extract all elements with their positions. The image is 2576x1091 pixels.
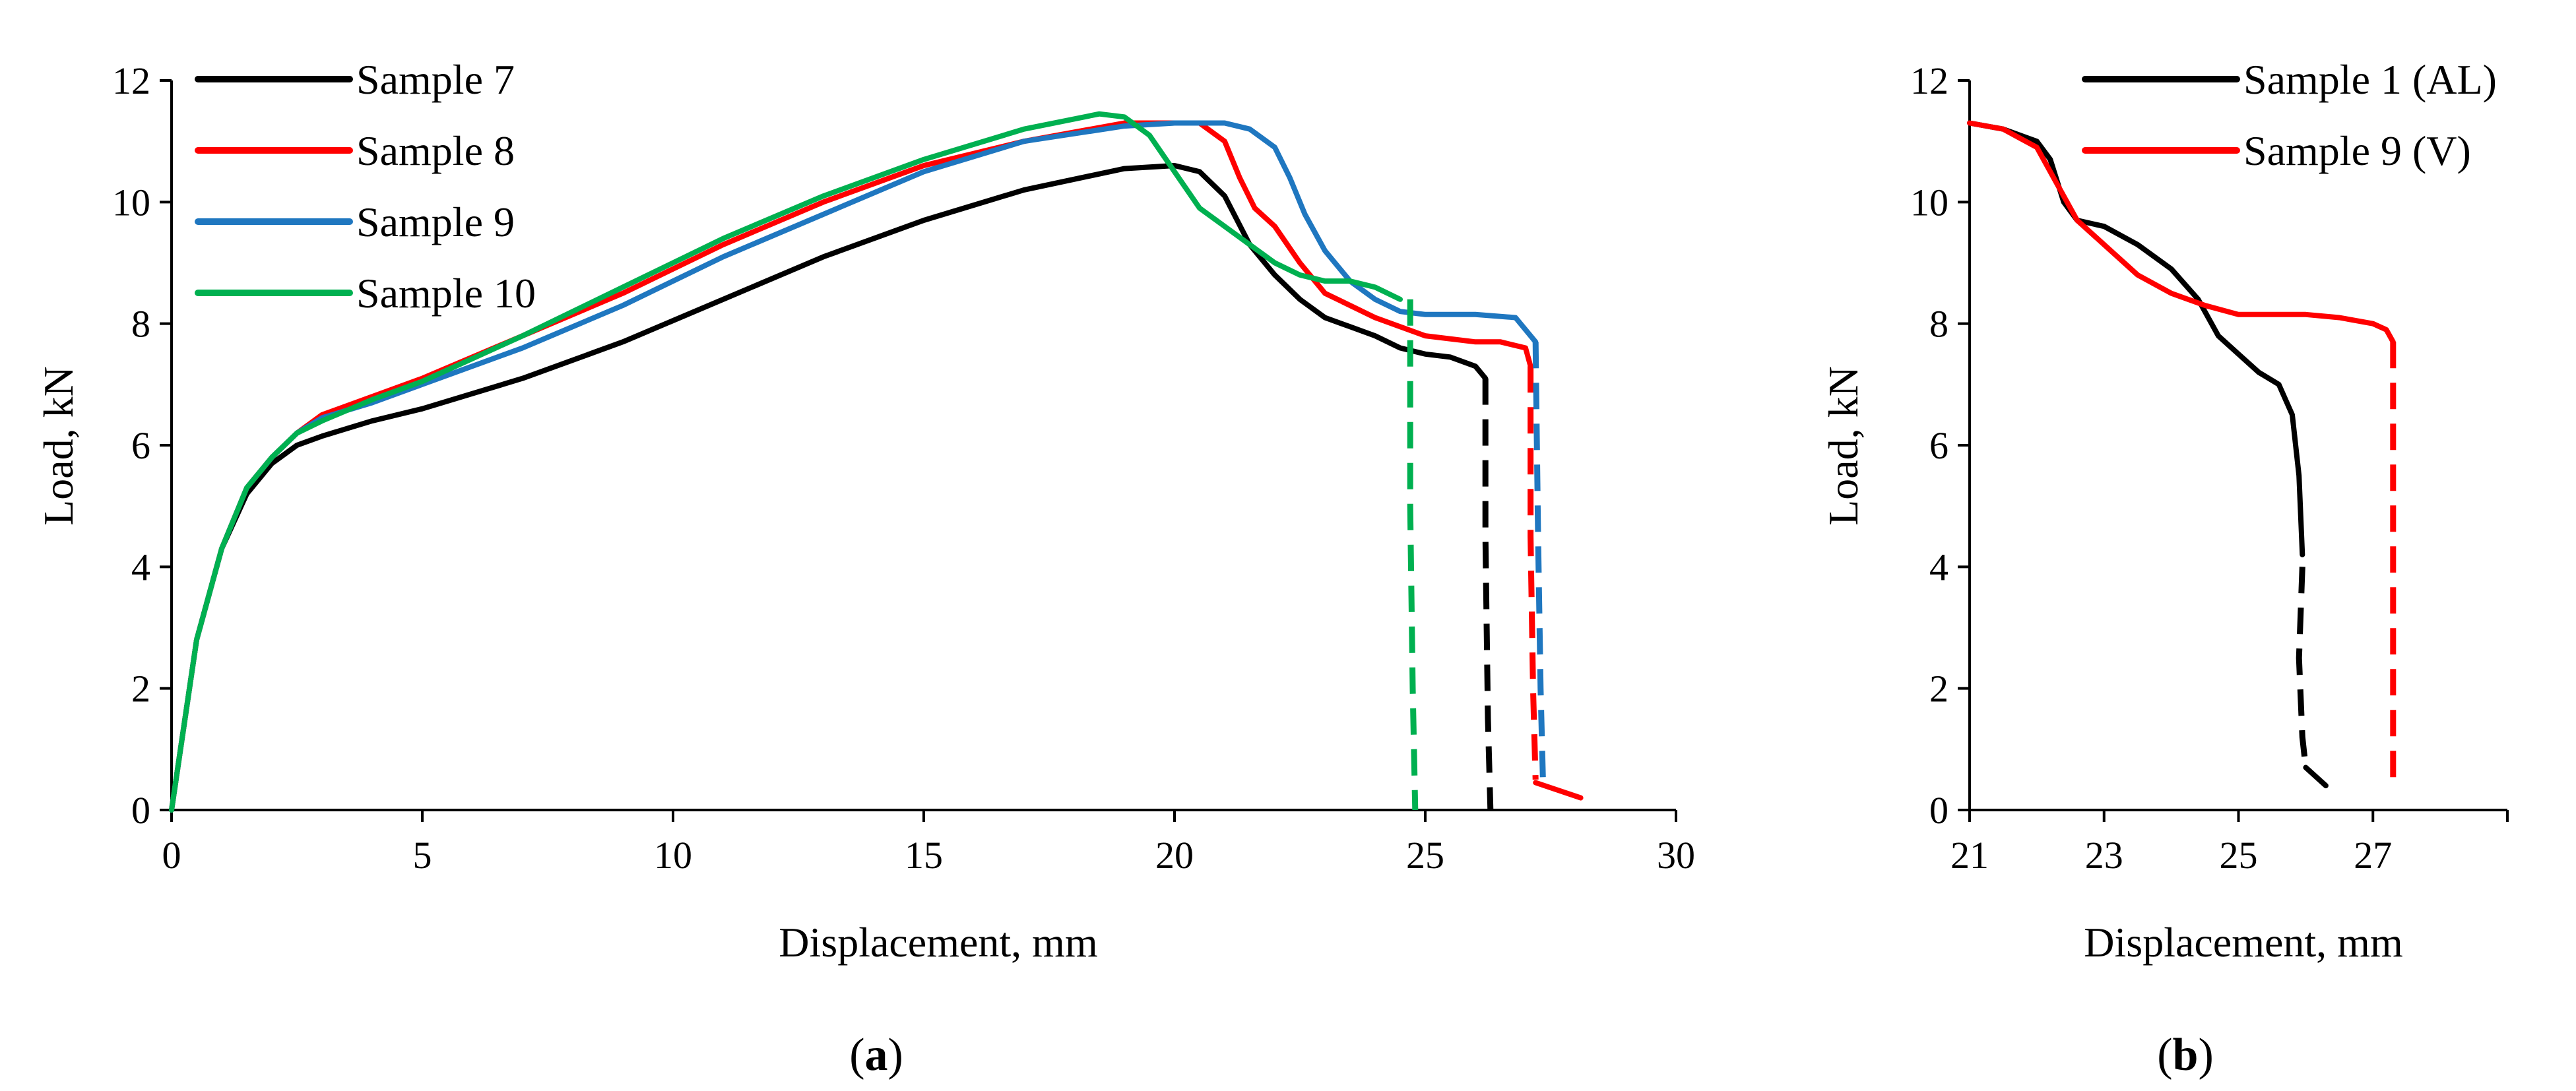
y-tick-label: 6 [131, 424, 150, 467]
y-tick-label: 2 [131, 668, 150, 710]
panel-b-series [1967, 120, 2397, 792]
y-tick-label: 8 [131, 303, 150, 346]
legend-label-sample-9: Sample 9 [356, 199, 515, 245]
panel-a-y-axis-label: Load, kN [35, 366, 82, 526]
y-tick-label: 10 [112, 181, 150, 224]
panel-b-legend: Sample 1 (AL) Sample 9 (V) [2082, 56, 2497, 174]
series-tail-sample-1-al [2303, 764, 2329, 789]
y-tick-label: 12 [1910, 59, 1948, 102]
panel-b-y-axis-label: Load, kN [1820, 366, 1867, 526]
series-failure-dashed-sample-7 [1482, 378, 1494, 811]
series-line-sample-9-v [1967, 120, 2396, 345]
series-failure-dashed-sample-10 [1407, 299, 1419, 811]
x-tick-label: 15 [905, 834, 943, 877]
y-tick-label: 2 [1929, 668, 1948, 710]
legend-label-sample-7: Sample 7 [356, 56, 515, 103]
panel-b-y-ticks: 0 2 4 6 8 10 12 [1910, 59, 1970, 832]
series-failure-dashed-sample-1-al [2296, 567, 2309, 768]
panel-a-series [169, 111, 1584, 813]
panel-b-caption-letter: b [2173, 1030, 2199, 1080]
y-tick-label: 4 [1929, 546, 1948, 588]
panel-b-caption: (b) [2157, 1030, 2214, 1080]
series-failure-dashed-sample-9 [1532, 342, 1547, 786]
legend-label-sample-1-al: Sample 1 (AL) [2243, 56, 2497, 103]
panel-a-caption: (a) [849, 1030, 903, 1080]
x-tick-label: 25 [2220, 834, 2258, 877]
panel-a-x-axis-label: Displacement, mm [779, 919, 1097, 966]
panel-a-caption-letter: a [865, 1030, 888, 1080]
y-tick-label: 0 [131, 789, 150, 832]
series-line-sample-10 [169, 111, 1403, 813]
x-tick-label: 0 [162, 834, 181, 877]
x-tick-label: 5 [413, 834, 432, 877]
x-tick-label: 23 [2085, 834, 2123, 877]
x-tick-label: 25 [1406, 834, 1444, 877]
y-tick-label: 4 [131, 546, 150, 588]
series-line-sample-1-al [1967, 120, 2305, 557]
x-tick-label: 30 [1657, 834, 1695, 877]
legend-label-sample-8: Sample 8 [356, 127, 515, 174]
y-tick-label: 10 [1910, 181, 1948, 224]
x-tick-label: 27 [2354, 834, 2392, 877]
series-failure-dashed-sample-8 [1528, 366, 1539, 780]
panel-a-x-ticks: 0 5 10 15 20 25 30 [162, 810, 1695, 877]
panel-b-x-ticks: 21 23 25 27 [1950, 810, 2509, 877]
panel-b: 0 2 4 6 8 10 12 21 23 25 27 Sample 1 (AL) Sample 9… [1820, 56, 2509, 1080]
panel-a-legend: Sample 7 Sample 8 Sample 9 Sample 10 [195, 56, 536, 317]
x-tick-label: 20 [1155, 834, 1194, 877]
y-tick-label: 0 [1929, 789, 1948, 832]
panel-a-y-ticks: 0 2 4 6 8 10 12 [112, 59, 172, 832]
series-tail-sample-8 [1533, 780, 1584, 801]
y-tick-label: 12 [112, 59, 150, 102]
panel-b-x-axis-label: Displacement, mm [2084, 919, 2402, 966]
legend-label-sample-9-v: Sample 9 (V) [2243, 127, 2471, 174]
x-tick-label: 21 [1950, 834, 1989, 877]
legend-label-sample-10: Sample 10 [356, 270, 536, 317]
series-line-sample-7 [169, 163, 1489, 813]
y-tick-label: 6 [1929, 424, 1948, 467]
x-tick-label: 10 [654, 834, 692, 877]
y-tick-label: 8 [1929, 303, 1948, 346]
